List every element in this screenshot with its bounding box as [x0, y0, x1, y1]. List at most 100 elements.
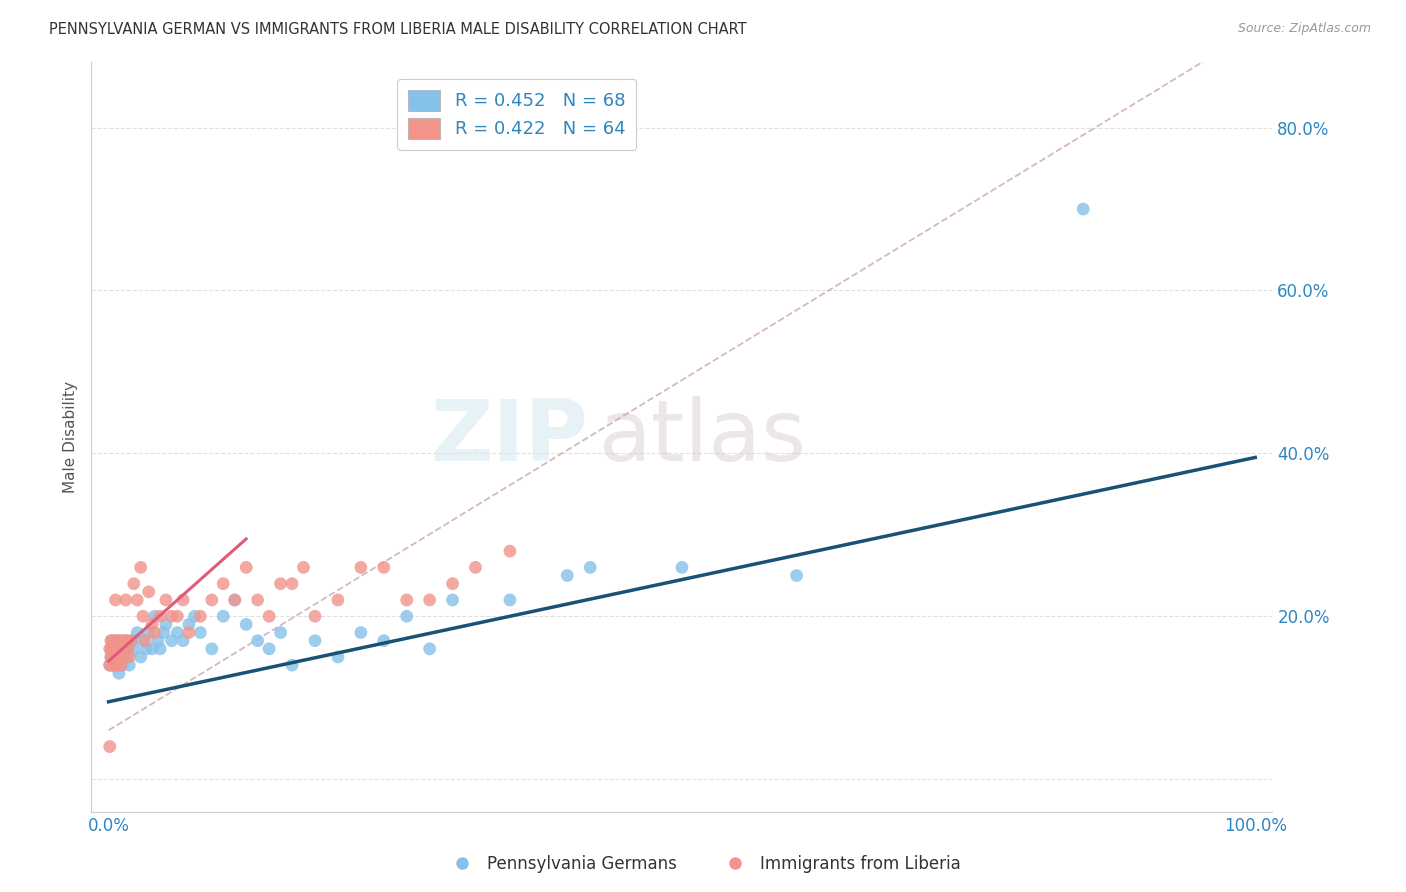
Point — [103, 658, 125, 673]
Point — [138, 584, 160, 599]
Point — [114, 641, 136, 656]
Point — [112, 650, 135, 665]
Point — [104, 593, 127, 607]
Point — [177, 625, 200, 640]
Point — [118, 650, 141, 665]
Point — [115, 650, 138, 665]
Point — [155, 617, 177, 632]
Point — [121, 633, 143, 648]
Point — [166, 625, 188, 640]
Point — [100, 650, 122, 665]
Point — [117, 641, 139, 656]
Point — [111, 658, 134, 673]
Point — [101, 650, 124, 665]
Point — [101, 641, 124, 656]
Point — [350, 625, 373, 640]
Point — [419, 641, 441, 656]
Point — [555, 568, 578, 582]
Point — [101, 658, 124, 673]
Point — [108, 633, 131, 648]
Point — [107, 658, 129, 673]
Point — [108, 641, 131, 656]
Point — [110, 650, 132, 665]
Point — [104, 641, 127, 656]
Point — [1071, 202, 1094, 216]
Point — [183, 609, 205, 624]
Point — [143, 609, 166, 624]
Point — [118, 658, 141, 673]
Point — [132, 609, 155, 624]
Point — [122, 576, 145, 591]
Point — [235, 617, 257, 632]
Point — [499, 544, 522, 558]
Point — [212, 576, 235, 591]
Point — [350, 560, 373, 574]
Point — [326, 650, 349, 665]
Point — [108, 658, 131, 673]
Point — [235, 560, 257, 574]
Point — [246, 633, 269, 648]
Point — [122, 641, 145, 656]
Point — [105, 650, 128, 665]
Point — [101, 633, 124, 648]
Point — [257, 641, 280, 656]
Point — [304, 633, 326, 648]
Point — [172, 633, 194, 648]
Point — [114, 633, 136, 648]
Point — [326, 593, 349, 607]
Point — [155, 593, 177, 607]
Point — [100, 641, 122, 656]
Point — [149, 641, 172, 656]
Point — [108, 666, 131, 681]
Point — [188, 625, 211, 640]
Point — [257, 609, 280, 624]
Point — [499, 593, 522, 607]
Point — [177, 617, 200, 632]
Point — [101, 650, 124, 665]
Point — [246, 593, 269, 607]
Point — [201, 641, 224, 656]
Point — [98, 658, 121, 673]
Point — [160, 609, 183, 624]
Point — [110, 641, 132, 656]
Point — [419, 593, 441, 607]
Point — [281, 576, 304, 591]
Point — [127, 625, 149, 640]
Point — [292, 560, 315, 574]
Point — [146, 633, 169, 648]
Point — [112, 633, 135, 648]
Point — [441, 576, 464, 591]
Point — [100, 650, 122, 665]
Point — [107, 650, 129, 665]
Point — [101, 641, 124, 656]
Point — [107, 633, 129, 648]
Point — [115, 633, 138, 648]
Point — [129, 560, 152, 574]
Point — [270, 576, 292, 591]
Point — [138, 625, 160, 640]
Point — [224, 593, 246, 607]
Point — [111, 650, 134, 665]
Point — [98, 641, 121, 656]
Point — [373, 560, 395, 574]
Point — [395, 609, 418, 624]
Point — [166, 609, 188, 624]
Point — [270, 625, 292, 640]
Point — [103, 641, 125, 656]
Point — [105, 633, 128, 648]
Point — [117, 641, 139, 656]
Point — [281, 658, 304, 673]
Point — [114, 641, 136, 656]
Point — [104, 658, 127, 673]
Point — [212, 609, 235, 624]
Point — [579, 560, 602, 574]
Point — [786, 568, 808, 582]
Point — [105, 641, 128, 656]
Point — [110, 658, 132, 673]
Point — [108, 650, 131, 665]
Point — [108, 658, 131, 673]
Legend: R = 0.452   N = 68, R = 0.422   N = 64: R = 0.452 N = 68, R = 0.422 N = 64 — [396, 79, 636, 150]
Point — [160, 633, 183, 648]
Point — [134, 633, 156, 648]
Text: PENNSYLVANIA GERMAN VS IMMIGRANTS FROM LIBERIA MALE DISABILITY CORRELATION CHART: PENNSYLVANIA GERMAN VS IMMIGRANTS FROM L… — [49, 22, 747, 37]
